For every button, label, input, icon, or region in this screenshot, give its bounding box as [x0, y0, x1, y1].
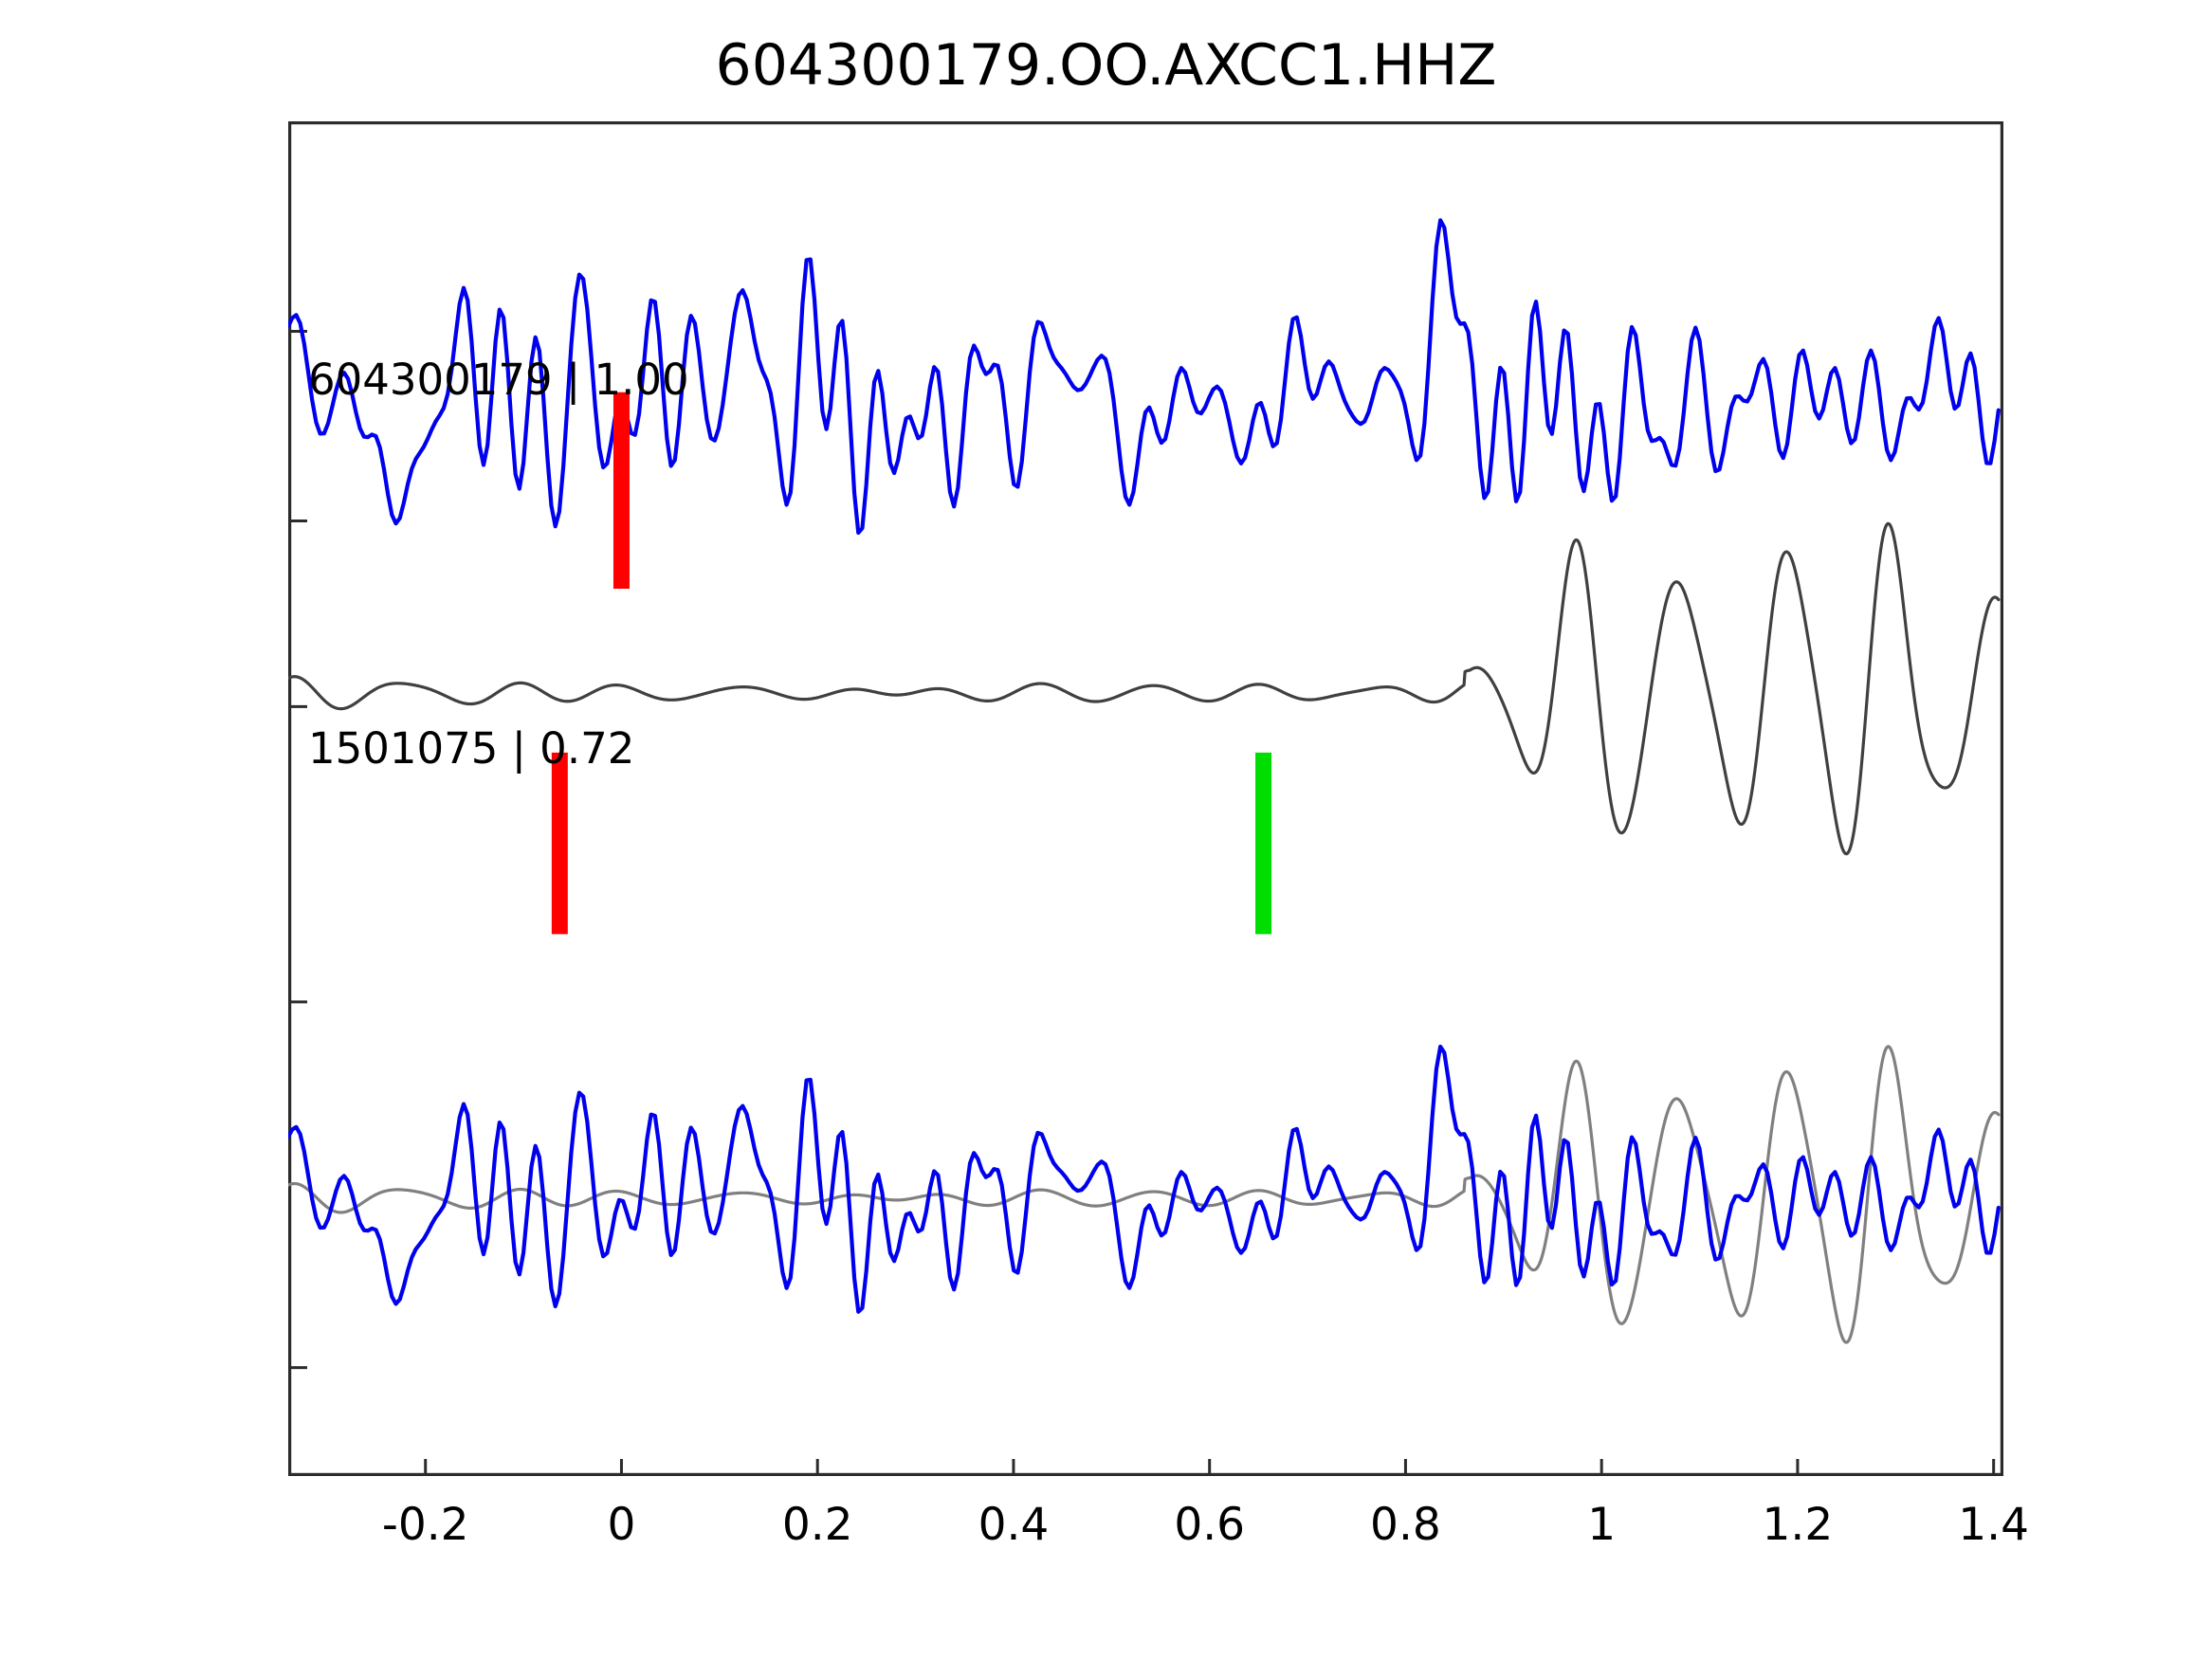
x-tick-label: 0.6 — [1174, 1499, 1246, 1551]
x-tick-label: 1.4 — [1958, 1499, 2030, 1551]
plot-frame — [288, 121, 2003, 1476]
waveform-template-panel1 — [288, 218, 2001, 536]
x-tick-label: 1 — [1587, 1499, 1617, 1551]
x-tick-label: 0.2 — [781, 1499, 853, 1551]
x-tick-label: 0 — [607, 1499, 636, 1551]
x-tick-label: 1.2 — [1762, 1499, 1834, 1551]
x-tick-label: 0.8 — [1370, 1499, 1441, 1551]
waveform-detection-overlay-panel3 — [288, 1045, 2001, 1344]
waveform-detection-panel2 — [288, 521, 2001, 856]
x-tick-label: 0.4 — [978, 1499, 1050, 1551]
trace-label-detection: 1501075 | 0.72 — [308, 723, 635, 774]
page-title: 604300179.OO.AXCC1.HHZ — [715, 32, 1497, 99]
plot-area — [288, 121, 2003, 1476]
x-tick-label: -0.2 — [381, 1499, 469, 1551]
waveform-plot-svg — [288, 121, 2003, 1476]
waveform-template-overlay-panel3 — [288, 1044, 2001, 1314]
trace-label-template: 604300179 | 1.00 — [308, 355, 689, 405]
